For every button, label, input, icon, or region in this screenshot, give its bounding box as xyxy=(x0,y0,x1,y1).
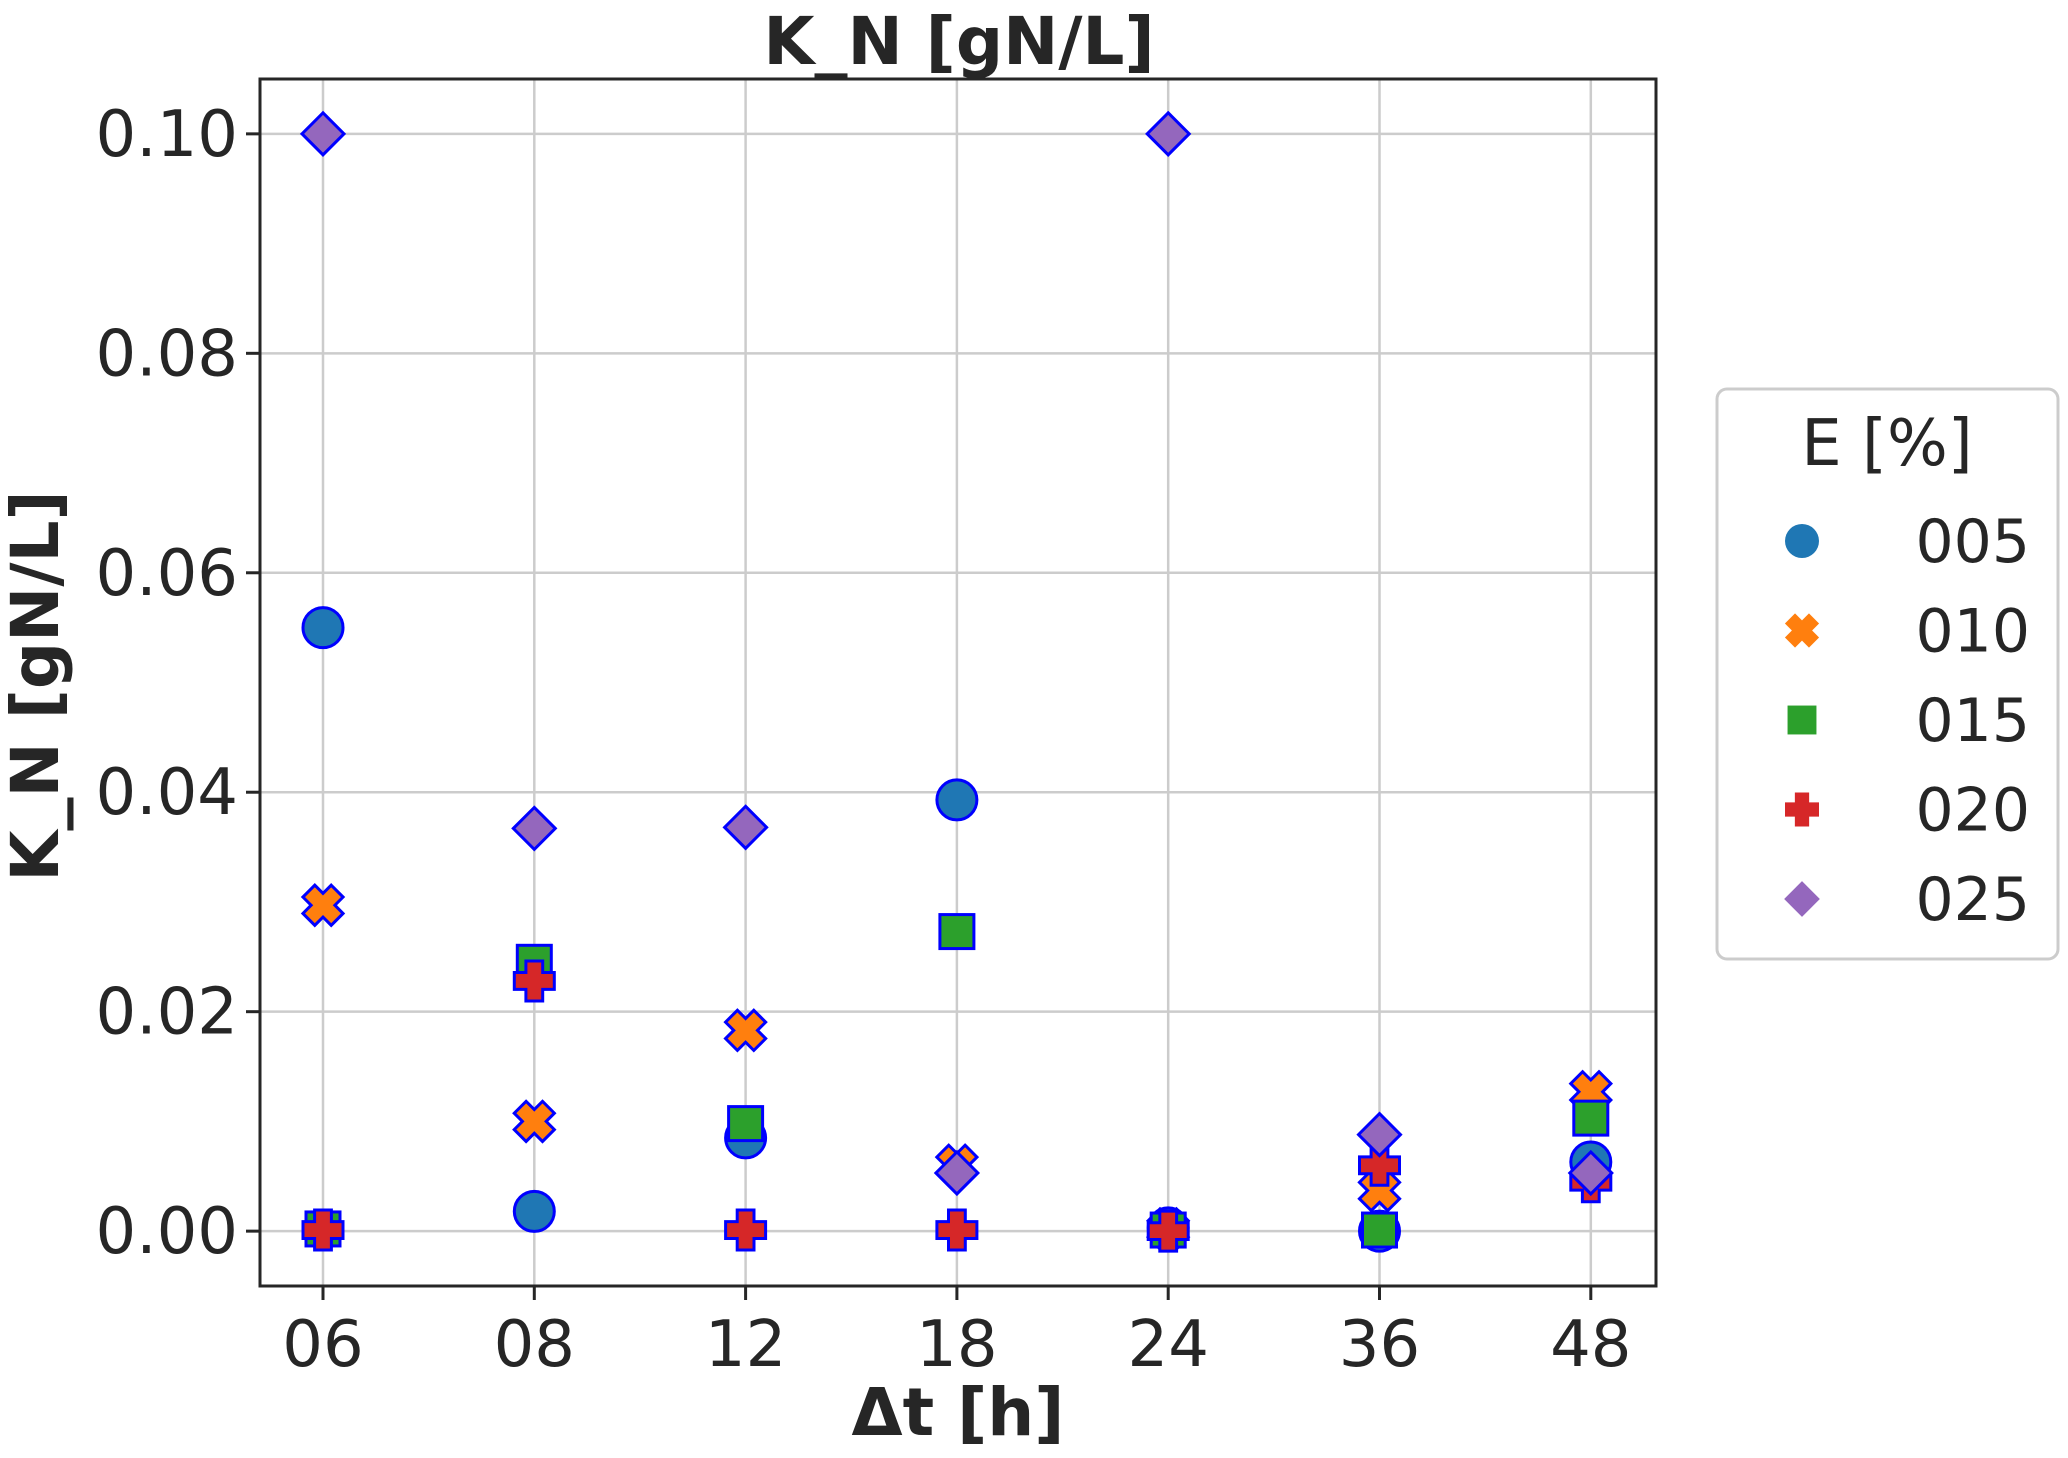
data-point xyxy=(512,1189,556,1233)
legend-item: 005 xyxy=(1785,507,2030,577)
legend-item: 025 xyxy=(1784,865,2030,935)
legend-items: 005 010 015 020 025 xyxy=(1784,507,2030,935)
data-point xyxy=(300,883,346,928)
legend-item: 010 xyxy=(1784,597,2030,667)
chart-title: K_N [gN/L] xyxy=(763,3,1154,80)
legend-item: 015 xyxy=(1787,686,2030,756)
data-point xyxy=(722,804,769,851)
y-tick-label: 0.06 xyxy=(96,537,239,611)
legend-label: 020 xyxy=(1915,776,2030,846)
x-tick-label: 18 xyxy=(916,1308,997,1382)
data-point xyxy=(1572,1099,1610,1137)
x-axis-ticks: 06 08 12 18 24 36 48 xyxy=(282,1286,1632,1382)
legend-marker xyxy=(1784,613,1820,648)
data-point xyxy=(933,1149,981,1197)
y-tick-label: 0.02 xyxy=(96,976,239,1050)
data-point xyxy=(1358,1143,1401,1187)
data-point xyxy=(723,1008,768,1053)
data-point xyxy=(935,778,979,822)
y-axis-label: K_N [gN/L] xyxy=(0,490,74,881)
data-point xyxy=(299,110,347,157)
data-point xyxy=(724,1208,768,1252)
x-tick-label: 12 xyxy=(705,1308,786,1382)
grid-lines xyxy=(260,79,1656,1286)
y-tick-label: 0.10 xyxy=(96,98,239,172)
data-point xyxy=(1356,1111,1403,1158)
data-point xyxy=(1145,110,1192,157)
data-point xyxy=(935,1208,979,1252)
y-axis-ticks: 0.00 0.02 0.04 0.06 0.08 0.10 xyxy=(96,98,260,1269)
data-point xyxy=(1567,1149,1614,1197)
y-tick-label: 0.00 xyxy=(96,1195,239,1269)
data-point xyxy=(512,959,556,1003)
legend-marker xyxy=(1785,792,1819,827)
data-point xyxy=(301,1208,345,1252)
data-point xyxy=(1146,1209,1190,1253)
x-axis-label: Δt [h] xyxy=(852,1374,1065,1451)
data-point xyxy=(512,1099,557,1144)
data-points xyxy=(299,110,1614,1253)
series-025 xyxy=(299,110,1614,1197)
legend-label: 025 xyxy=(1915,865,2030,935)
y-tick-label: 0.08 xyxy=(96,317,239,391)
x-tick-label: 36 xyxy=(1339,1308,1420,1382)
x-tick-label: 06 xyxy=(282,1308,363,1382)
legend: E [%] 005 010 015 020 025 xyxy=(1715,387,2060,961)
data-point xyxy=(727,1105,765,1143)
data-point xyxy=(301,606,345,650)
legend-marker xyxy=(1787,705,1817,735)
legend-label: 005 xyxy=(1915,507,2030,577)
data-point xyxy=(1361,1211,1398,1249)
y-tick-label: 0.04 xyxy=(96,756,239,830)
data-point xyxy=(938,913,976,951)
legend-marker xyxy=(1785,524,1819,558)
x-tick-label: 24 xyxy=(1127,1308,1208,1382)
legend-label: 010 xyxy=(1915,597,2030,667)
legend-title: E [%] xyxy=(1801,407,1973,481)
legend-marker xyxy=(1784,881,1820,917)
x-tick-label: 08 xyxy=(494,1308,575,1382)
data-point xyxy=(511,805,558,852)
legend-label: 015 xyxy=(1915,686,2030,756)
x-tick-label: 48 xyxy=(1550,1308,1631,1382)
legend-item: 020 xyxy=(1785,776,2030,846)
